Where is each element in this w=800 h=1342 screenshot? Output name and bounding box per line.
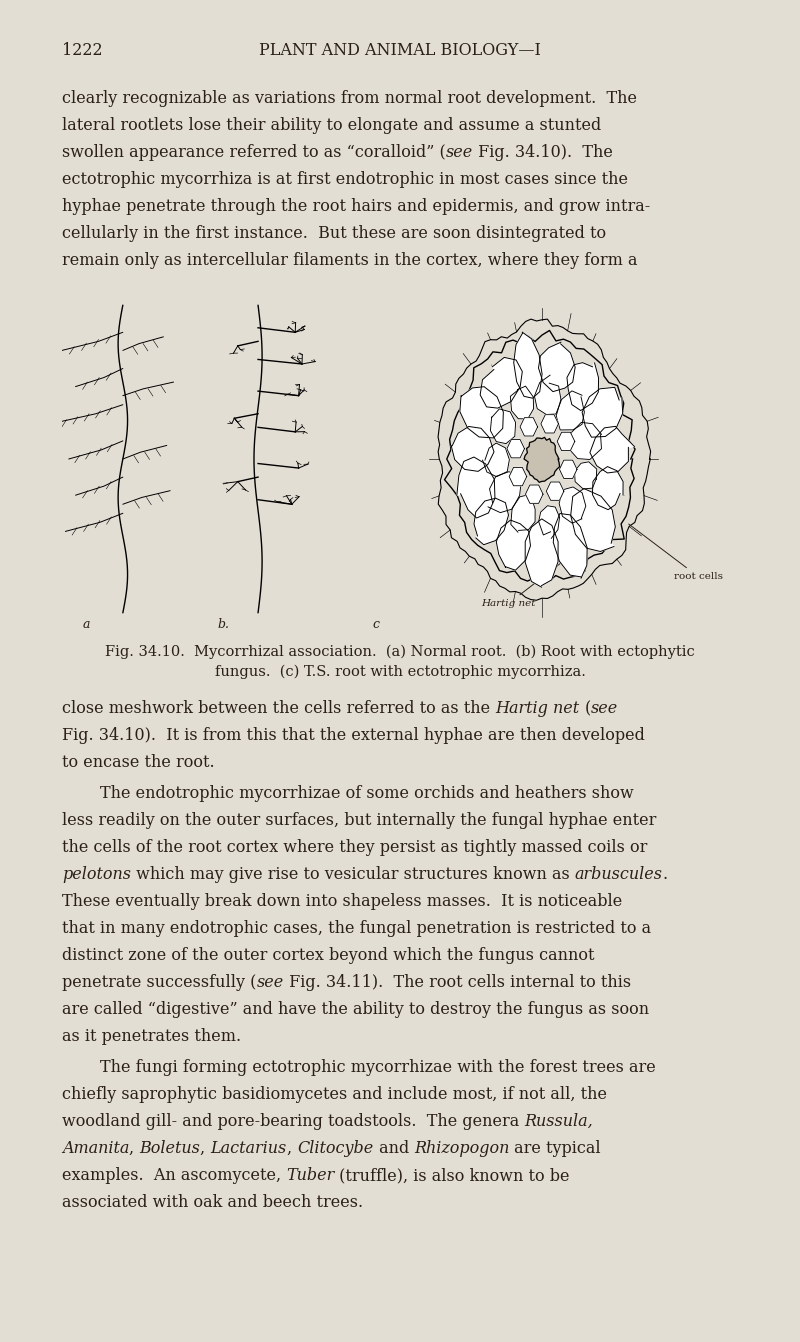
Polygon shape (457, 458, 495, 518)
Polygon shape (593, 467, 623, 510)
Text: Rhizopogon: Rhizopogon (414, 1139, 510, 1157)
Text: which may give rise to vesicular structures known as: which may give rise to vesicular structu… (131, 866, 575, 883)
Polygon shape (546, 482, 564, 501)
Text: Russula,: Russula, (524, 1113, 593, 1130)
Text: (truffle), is also known to be: (truffle), is also known to be (334, 1168, 570, 1184)
Polygon shape (490, 409, 516, 444)
Polygon shape (525, 519, 558, 588)
Polygon shape (567, 362, 598, 411)
Text: PLANT AND ANIMAL BIOLOGY—I: PLANT AND ANIMAL BIOLOGY—I (259, 42, 541, 59)
Polygon shape (570, 488, 615, 552)
Polygon shape (507, 440, 525, 458)
Polygon shape (557, 432, 574, 451)
Polygon shape (510, 386, 534, 419)
Text: the cells of the root cortex where they persist as tightly massed coils or: the cells of the root cortex where they … (62, 839, 647, 856)
Polygon shape (480, 357, 522, 408)
Polygon shape (541, 415, 558, 433)
Text: less readily on the outer surfaces, but internally the fungal hyphae enter: less readily on the outer surfaces, but … (62, 812, 656, 829)
Polygon shape (538, 506, 559, 538)
Polygon shape (526, 484, 543, 503)
Text: b.: b. (218, 617, 230, 631)
Polygon shape (574, 462, 597, 488)
Polygon shape (559, 487, 586, 523)
Text: arbuscules: arbuscules (575, 866, 663, 883)
Text: These eventually break down into shapeless masses.  It is noticeable: These eventually break down into shapele… (62, 892, 622, 910)
Polygon shape (496, 521, 530, 570)
Text: pelotons: pelotons (62, 866, 131, 883)
Text: Fig. 34.11).  The root cells internal to this: Fig. 34.11). The root cells internal to … (284, 974, 630, 990)
Text: Hartig net: Hartig net (481, 558, 567, 608)
Text: penetrate successfully (: penetrate successfully ( (62, 974, 256, 990)
Polygon shape (538, 342, 575, 392)
Text: Clitocybe: Clitocybe (298, 1139, 374, 1157)
Polygon shape (460, 386, 503, 437)
Polygon shape (568, 423, 602, 459)
Polygon shape (554, 514, 587, 578)
Text: ,: , (287, 1139, 298, 1157)
Text: a: a (82, 617, 90, 631)
Polygon shape (524, 437, 559, 482)
Text: fungus.  (c) T.S. root with ectotrophic mycorrhiza.: fungus. (c) T.S. root with ectotrophic m… (214, 666, 586, 679)
Text: ,: , (201, 1139, 210, 1157)
Text: see: see (590, 701, 618, 717)
Text: Fig. 34.10.  Mycorrhizal association.  (a) Normal root.  (b) Root with ectophyti: Fig. 34.10. Mycorrhizal association. (a)… (105, 646, 695, 659)
Text: are typical: are typical (510, 1139, 601, 1157)
Text: Fig. 34.10).  The: Fig. 34.10). The (473, 144, 613, 161)
Text: root cells: root cells (629, 523, 722, 581)
Text: distinct zone of the outer cortex beyond which the fungus cannot: distinct zone of the outer cortex beyond… (62, 947, 594, 964)
Text: remain only as intercellular filaments in the cortex, where they form a: remain only as intercellular filaments i… (62, 252, 638, 268)
Polygon shape (582, 388, 622, 437)
Text: as it penetrates them.: as it penetrates them. (62, 1028, 241, 1045)
Polygon shape (590, 427, 634, 472)
Text: ectotrophic mycorrhiza is at first endotrophic in most cases since the: ectotrophic mycorrhiza is at first endot… (62, 170, 628, 188)
Polygon shape (474, 498, 509, 545)
Text: to encase the root.: to encase the root. (62, 754, 214, 772)
Polygon shape (509, 467, 526, 486)
Text: Fig. 34.10).  It is from this that the external hyphae are then developed: Fig. 34.10). It is from this that the ex… (62, 727, 645, 743)
Text: close meshwork between the cells referred to as the: close meshwork between the cells referre… (62, 701, 495, 717)
Text: woodland gill- and pore-bearing toadstools.  The genera: woodland gill- and pore-bearing toadstoo… (62, 1113, 524, 1130)
Polygon shape (482, 443, 510, 476)
Text: Hartig net: Hartig net (495, 701, 585, 717)
Text: The fungi forming ectotrophic mycorrhizae with the forest trees are: The fungi forming ectotrophic mycorrhiza… (100, 1059, 656, 1076)
Text: that in many endotrophic cases, the fungal penetration is restricted to a: that in many endotrophic cases, the fung… (62, 921, 651, 937)
Polygon shape (556, 391, 584, 429)
Text: see: see (256, 974, 284, 990)
Text: (: ( (585, 701, 590, 717)
Text: see: see (446, 144, 473, 161)
Text: 1222: 1222 (62, 42, 102, 59)
Text: lateral rootlets lose their ability to elongate and assume a stunted: lateral rootlets lose their ability to e… (62, 117, 602, 134)
Polygon shape (520, 417, 538, 436)
Text: chiefly saprophytic basidiomycetes and include most, if not all, the: chiefly saprophytic basidiomycetes and i… (62, 1086, 607, 1103)
Text: cellularly in the first instance.  But these are soon disintegrated to: cellularly in the first instance. But th… (62, 225, 606, 242)
Text: Boletus: Boletus (140, 1139, 201, 1157)
Polygon shape (438, 319, 650, 600)
Text: swollen appearance referred to as “coralloid” (: swollen appearance referred to as “coral… (62, 144, 446, 161)
Polygon shape (451, 427, 494, 471)
Text: associated with oak and beech trees.: associated with oak and beech trees. (62, 1194, 363, 1210)
Text: .: . (663, 866, 668, 883)
Text: Amanita: Amanita (62, 1139, 130, 1157)
Text: clearly recognizable as variations from normal root development.  The: clearly recognizable as variations from … (62, 90, 637, 107)
Polygon shape (534, 376, 561, 415)
Polygon shape (511, 494, 535, 533)
Text: The endotrophic mycorrhizae of some orchids and heathers show: The endotrophic mycorrhizae of some orch… (100, 785, 634, 803)
Polygon shape (488, 471, 522, 513)
Text: Lactarius: Lactarius (210, 1139, 287, 1157)
Polygon shape (514, 333, 542, 399)
Text: examples.  An ascomycete,: examples. An ascomycete, (62, 1168, 286, 1184)
Text: c: c (373, 617, 380, 631)
Polygon shape (445, 330, 635, 581)
Polygon shape (559, 460, 577, 479)
Text: and: and (374, 1139, 414, 1157)
Text: hyphae penetrate through the root hairs and epidermis, and grow intra-: hyphae penetrate through the root hairs … (62, 199, 650, 215)
Text: Tuber: Tuber (286, 1168, 334, 1184)
Text: are called “digestive” and have the ability to destroy the fungus as soon: are called “digestive” and have the abil… (62, 1001, 649, 1019)
Text: ,: , (130, 1139, 140, 1157)
